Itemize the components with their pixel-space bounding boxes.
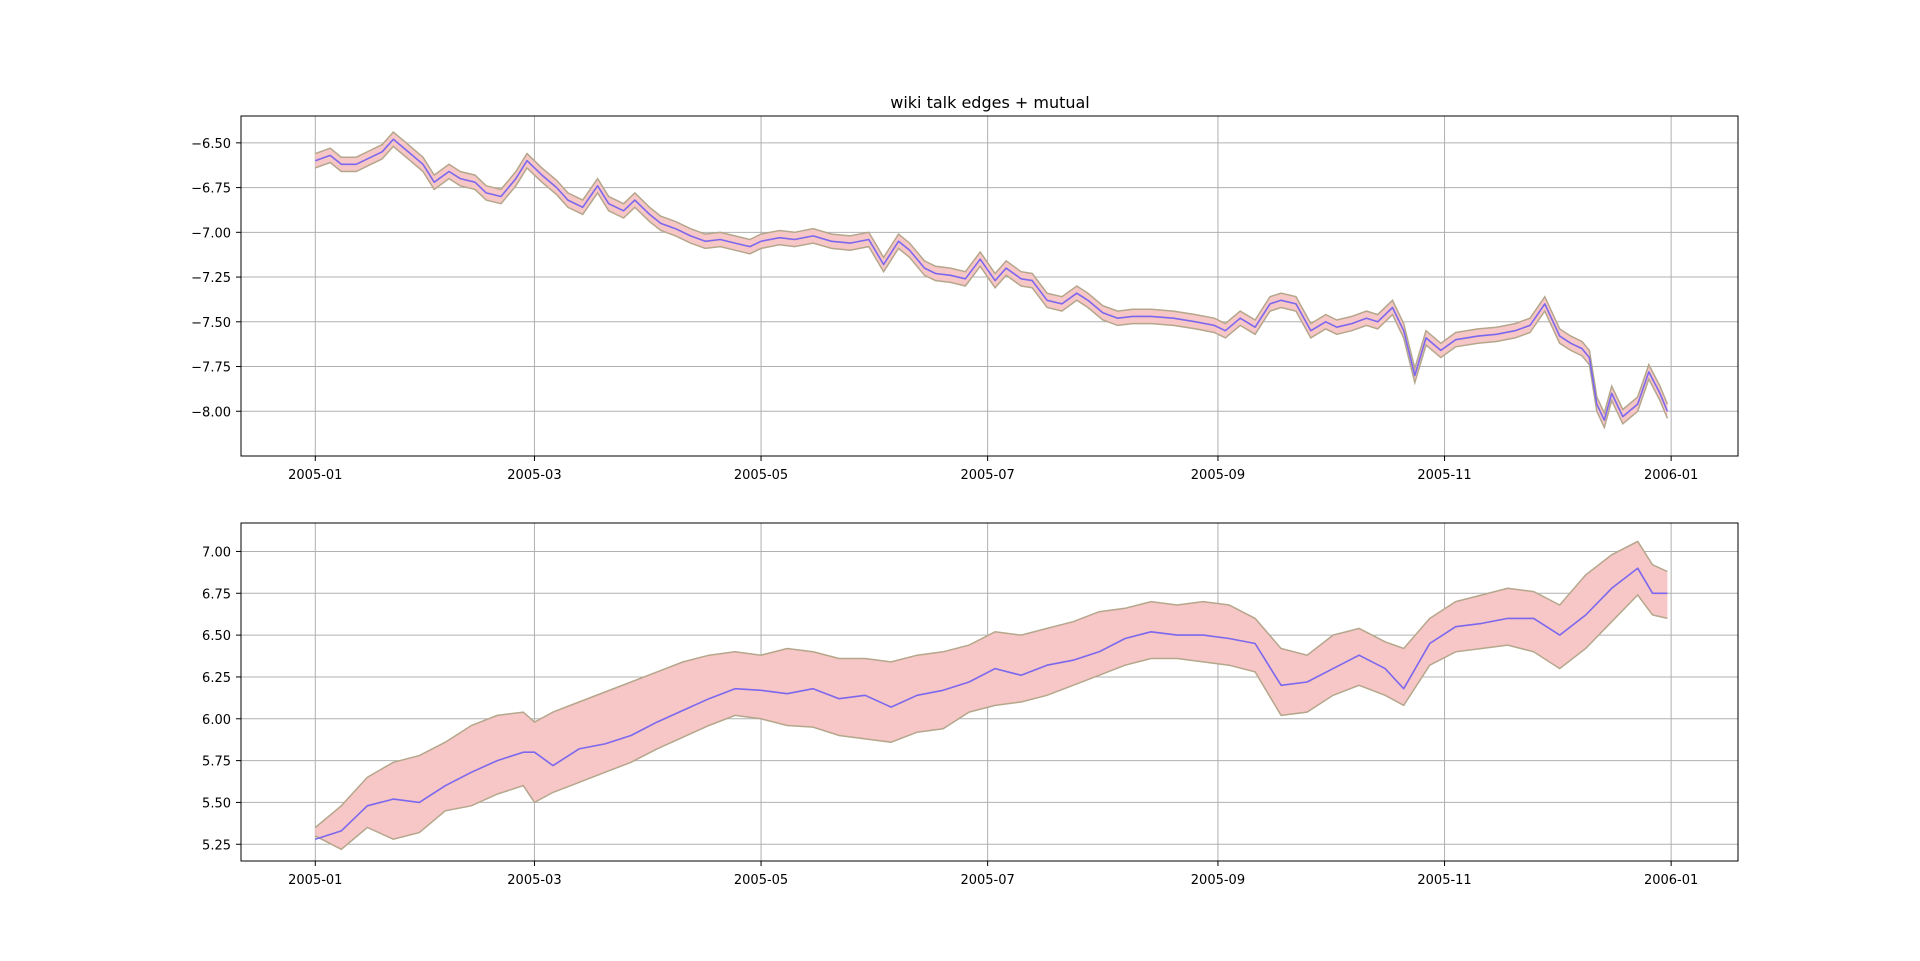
- plot-area: [315, 131, 1669, 430]
- y-tick-label: 6.75: [202, 587, 231, 602]
- y-tick-label: 5.75: [202, 755, 231, 770]
- band-lower-edge: [315, 145, 1669, 430]
- confidence-band: [315, 132, 1668, 428]
- x-tick-label: 2005-01: [288, 873, 342, 888]
- x-tick-label: 2005-11: [1417, 873, 1471, 888]
- plot-area: [314, 540, 1668, 851]
- y-tick-label: −8.00: [191, 405, 231, 420]
- confidence-band: [315, 541, 1668, 850]
- y-tick-label: −7.25: [191, 271, 231, 286]
- y-tick-label: −7.00: [191, 226, 231, 241]
- axes-frame: [240, 115, 1739, 457]
- axes-frame: [240, 522, 1739, 862]
- series-line: [315, 138, 1669, 422]
- y-tick-label: 6.50: [202, 629, 231, 644]
- x-tick-label: 2005-01: [288, 468, 342, 483]
- band-lower-edge: [314, 593, 1668, 851]
- series-line: [315, 567, 1668, 840]
- x-tick-label: 2006-01: [1644, 468, 1698, 483]
- x-tick-label: 2005-07: [960, 468, 1014, 483]
- x-tick-label: 2005-05: [734, 468, 788, 483]
- y-tick-label: 7.00: [202, 545, 231, 560]
- x-tick-label: 2006-01: [1644, 873, 1698, 888]
- y-tick-label: 6.25: [202, 671, 231, 686]
- top-axes: 2005-01 2005-03 2005-05 2005-07 2005-09 2005-…: [191, 115, 1739, 483]
- y-tick-label: 5.25: [202, 838, 231, 853]
- band-upper-edge: [314, 540, 1668, 829]
- y-tick-label: −6.75: [191, 182, 231, 197]
- x-tick-label: 2005-03: [507, 468, 561, 483]
- y-tick-label: −6.50: [191, 137, 231, 152]
- x-tick-label: 2005-09: [1191, 468, 1245, 483]
- bottom-axes: 2005-01 2005-03 2005-05 2005-07 2005-09 2005-…: [202, 522, 1739, 888]
- x-tick-label: 2005-03: [507, 873, 561, 888]
- x-tick-label: 2005-05: [734, 873, 788, 888]
- x-tick-label: 2005-07: [960, 873, 1014, 888]
- y-tick-label: 6.00: [202, 713, 231, 728]
- band-upper-edge: [315, 131, 1669, 416]
- y-tick-label: 5.50: [202, 796, 231, 811]
- x-tick-label: 2005-09: [1191, 873, 1245, 888]
- y-tick-label: −7.75: [191, 361, 231, 376]
- x-tick-label: 2005-11: [1417, 468, 1471, 483]
- y-tick-label: −7.50: [191, 316, 231, 331]
- chart-title: wiki talk edges + mutual: [890, 93, 1090, 112]
